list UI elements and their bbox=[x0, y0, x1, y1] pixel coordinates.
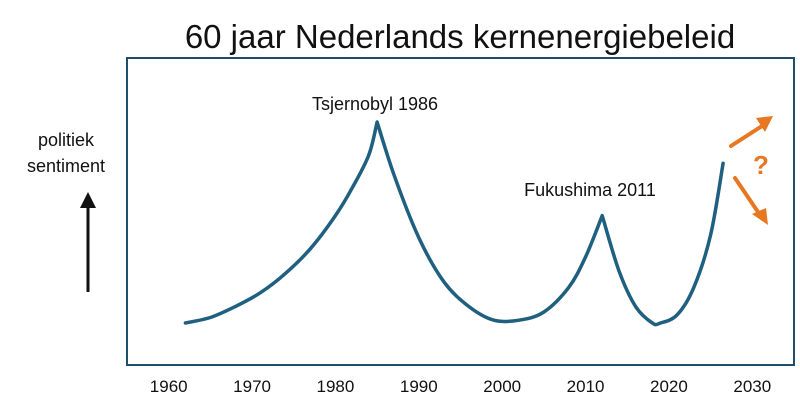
x-tick-label: 1970 bbox=[233, 377, 271, 396]
x-tick-label: 1960 bbox=[150, 377, 188, 396]
x-tick-label: 2030 bbox=[733, 377, 771, 396]
y-axis-label-line-1: politiek bbox=[38, 130, 95, 150]
x-axis-ticks: 1960 1970 1980 1990 2000 2010 2020 2030 bbox=[150, 377, 771, 396]
y-axis-up-arrow bbox=[80, 192, 96, 292]
chart-title: 60 jaar Nederlands kernenergiebeleid bbox=[185, 18, 735, 55]
x-tick-label: 2010 bbox=[567, 377, 605, 396]
x-tick-label: 2000 bbox=[483, 377, 521, 396]
annotation-tsjernobyl: Tsjernobyl 1986 bbox=[312, 94, 438, 114]
x-tick-label: 2020 bbox=[650, 377, 688, 396]
future-trend-arrows bbox=[729, 116, 773, 225]
annotation-question-mark: ? bbox=[753, 150, 769, 180]
annotation-fukushima: Fukushima 2011 bbox=[524, 180, 656, 200]
x-tick-label: 1990 bbox=[400, 377, 438, 396]
plot-frame bbox=[126, 57, 795, 366]
y-axis-label-line-2: sentiment bbox=[27, 156, 105, 176]
x-tick-label: 1980 bbox=[316, 377, 354, 396]
series-line bbox=[183, 120, 725, 327]
